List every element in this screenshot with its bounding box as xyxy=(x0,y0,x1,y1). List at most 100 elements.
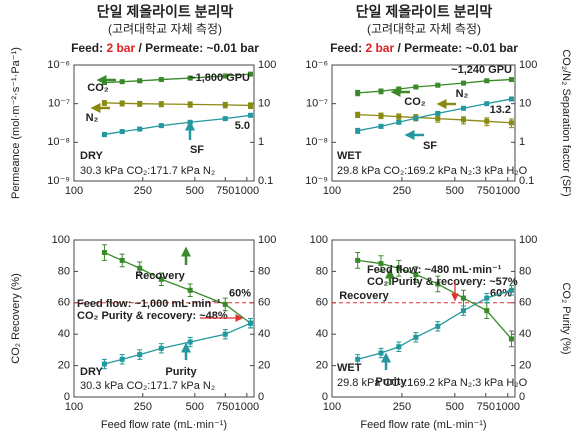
marker xyxy=(396,114,402,120)
marker xyxy=(396,344,402,350)
marker xyxy=(460,295,466,301)
marker xyxy=(396,119,402,125)
mode-label: WET xyxy=(337,362,362,374)
marker xyxy=(508,287,514,293)
note: Feed flow: ~480 mL·min⁻¹ xyxy=(367,264,502,276)
y-tick-label: 10⁻⁹ xyxy=(305,175,328,187)
x-tick-label: 750 xyxy=(477,401,495,413)
y2-tick-label: 10 xyxy=(519,98,531,110)
marker xyxy=(119,129,125,135)
marker xyxy=(248,112,254,118)
marker xyxy=(248,102,254,108)
y-tick-label: 100 xyxy=(310,234,328,246)
marker xyxy=(378,113,384,119)
series-line xyxy=(357,259,512,340)
x-tick-label: 750 xyxy=(216,185,234,197)
series-line xyxy=(357,78,512,94)
marker xyxy=(158,101,164,107)
marker xyxy=(119,100,125,106)
marker xyxy=(484,295,490,301)
y-tick-label: 10⁻⁷ xyxy=(48,98,70,110)
marker xyxy=(222,301,228,307)
y2-tick-label: 1 xyxy=(258,136,264,148)
condition-text: Feed: xyxy=(71,41,103,55)
x-tick-label: 750 xyxy=(216,401,234,413)
mode-label: DRY xyxy=(80,150,103,162)
marker xyxy=(508,120,514,126)
series-label: SF xyxy=(190,144,204,156)
x-axis-label: Feed flow rate (mL·min⁻¹) xyxy=(360,419,486,431)
marker xyxy=(222,102,228,108)
x-tick-label: 1000 xyxy=(235,401,259,413)
plot-frame xyxy=(73,64,255,182)
y2-tick-label: 100 xyxy=(258,234,276,246)
y2-tick-label: 1 xyxy=(519,136,525,148)
y2-tick-label: 0.1 xyxy=(519,175,534,187)
mode-label: WET xyxy=(337,150,362,162)
y-tick-label: 80 xyxy=(58,265,70,277)
y2-tick-label: 40 xyxy=(519,328,531,340)
x-tick-label: 250 xyxy=(134,185,152,197)
condition-label: 29.8 kPa CO₂:169.2 kPa N₂:3 kPa H₂O xyxy=(337,377,528,389)
marker xyxy=(460,105,466,111)
marker xyxy=(435,116,441,122)
marker xyxy=(137,265,143,271)
note: CO₂ Purity & recovery: ~48% xyxy=(77,310,228,322)
x-tick-label: 100 xyxy=(65,401,83,413)
marker xyxy=(222,73,228,79)
y-tick-label: 100 xyxy=(52,234,70,246)
marker xyxy=(508,96,514,102)
marker xyxy=(137,101,143,107)
x-tick-label: 500 xyxy=(186,401,204,413)
value-label: 5.0 xyxy=(235,120,250,132)
marker xyxy=(187,339,193,345)
condition-highlight: 2 bar xyxy=(365,41,394,55)
series-label: SF xyxy=(423,140,437,152)
condition-label: 30.3 kPa CO₂:171.7 kPa N₂ xyxy=(80,380,215,392)
plot-frame xyxy=(331,64,516,182)
series-label: CO₂ xyxy=(87,82,109,94)
x-tick-label: 250 xyxy=(393,185,411,197)
marker xyxy=(355,128,361,134)
marker xyxy=(101,100,107,106)
marker xyxy=(222,116,228,122)
y-tick-label: 0 xyxy=(64,391,70,403)
y2-tick-label: 80 xyxy=(519,265,531,277)
series-label: N₂ xyxy=(86,112,99,124)
y2-tick-label: 60 xyxy=(258,297,270,309)
marker xyxy=(158,123,164,129)
marker xyxy=(137,78,143,84)
panel-subtitle: (고려대학교 자체 측정) xyxy=(108,22,222,36)
y-tick-label: 0 xyxy=(322,391,328,403)
x-tick-label: 500 xyxy=(446,401,464,413)
y2-axis-label: CO₂/N₂ Separation factor (SF) xyxy=(560,49,572,196)
marker xyxy=(158,77,164,83)
series-line xyxy=(104,322,251,365)
x-tick-label: 250 xyxy=(393,401,411,413)
y2-tick-label: 0 xyxy=(519,391,525,403)
marker xyxy=(378,88,384,94)
series-line xyxy=(357,98,512,132)
condition-highlight: 2 bar xyxy=(106,41,135,55)
y-tick-label: 40 xyxy=(316,328,328,340)
condition-label: 30.3 kPa CO₂:171.7 kPa N₂ xyxy=(80,165,215,177)
y-tick-label: 10⁻⁶ xyxy=(305,59,328,71)
y-tick-label: 10⁻⁹ xyxy=(47,175,70,187)
marker xyxy=(187,287,193,293)
series-line xyxy=(357,113,512,124)
value-label: 13.2 xyxy=(490,104,511,116)
panel-title: 단일 제올라이트 분리막 xyxy=(97,4,234,20)
x-tick-label: 250 xyxy=(134,401,152,413)
feed-conditions: Feed: 2 bar / Permeate: ~0.01 bar xyxy=(71,41,259,55)
y-axis-label: CO₂ Recovery (%) xyxy=(10,273,22,363)
y2-tick-label: 10 xyxy=(258,98,270,110)
x-tick-label: 500 xyxy=(446,185,464,197)
marker xyxy=(413,115,419,121)
marker xyxy=(158,345,164,351)
marker xyxy=(378,123,384,129)
marker xyxy=(484,308,490,314)
marker xyxy=(248,71,254,77)
marker xyxy=(101,361,107,367)
marker xyxy=(413,84,419,90)
